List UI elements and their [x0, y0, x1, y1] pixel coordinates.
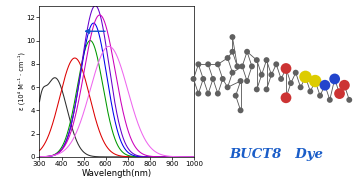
Point	[230, 50, 236, 53]
Point	[230, 71, 236, 74]
Point	[288, 82, 294, 85]
Point	[238, 80, 243, 83]
Point	[317, 94, 323, 97]
Point	[322, 84, 328, 87]
Point	[283, 67, 289, 70]
Point	[278, 77, 284, 81]
Point	[307, 90, 313, 93]
Point	[259, 73, 265, 76]
Point	[205, 63, 211, 66]
Point	[244, 80, 250, 83]
Point	[293, 71, 299, 74]
Text: BUCT8   Dye: BUCT8 Dye	[229, 149, 323, 161]
Point	[230, 36, 236, 39]
Point	[238, 109, 243, 112]
Point	[303, 75, 308, 78]
Point	[254, 88, 260, 91]
Point	[205, 92, 211, 95]
Point	[215, 63, 221, 66]
Point	[337, 92, 342, 95]
Y-axis label: ε (10⁴ M⁻¹ · cm⁻¹): ε (10⁴ M⁻¹ · cm⁻¹)	[18, 52, 25, 110]
Point	[269, 73, 274, 76]
Point	[283, 96, 289, 99]
Point	[298, 86, 303, 89]
Point	[239, 65, 245, 68]
Point	[196, 63, 201, 66]
Point	[341, 84, 347, 87]
Point	[196, 92, 201, 95]
X-axis label: Wavelength(nm): Wavelength(nm)	[81, 169, 152, 178]
Point	[332, 77, 337, 81]
Point	[327, 98, 333, 101]
Point	[233, 94, 239, 97]
Point	[191, 77, 196, 81]
Point	[220, 77, 225, 81]
Point	[225, 86, 230, 89]
Point	[234, 65, 240, 68]
Point	[225, 57, 230, 60]
Point	[210, 77, 216, 81]
Point	[346, 98, 352, 101]
Point	[274, 63, 279, 66]
Point	[215, 92, 221, 95]
Point	[249, 65, 255, 68]
Point	[312, 80, 318, 83]
Point	[200, 77, 206, 81]
Point	[264, 59, 269, 62]
Point	[254, 59, 260, 62]
Point	[244, 50, 250, 53]
Point	[264, 88, 269, 91]
